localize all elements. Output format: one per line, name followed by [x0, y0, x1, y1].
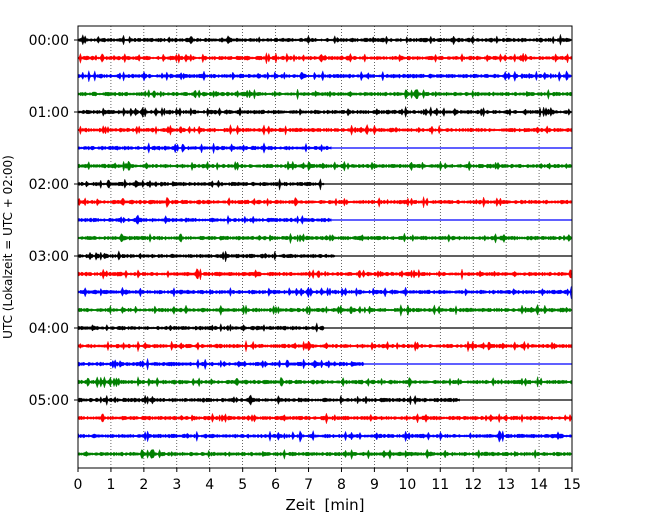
y-tick-label: 02:00 [29, 177, 69, 193]
x-tick-label: 8 [337, 477, 346, 493]
y-axis-ticks: 00:00 01:00 02:00 03:00 04:00 05:00 [29, 33, 78, 409]
y-tick-label: 05:00 [29, 393, 69, 409]
x-tick-label: 7 [304, 477, 313, 493]
x-tick-label: 10 [398, 477, 416, 493]
x-tick-label: 14 [530, 477, 548, 493]
x-axis-label: Zeit [min] [285, 496, 364, 514]
x-tick-label: 5 [238, 477, 247, 493]
x-tick-label: 11 [431, 477, 449, 493]
x-tick-label: 3 [172, 477, 181, 493]
x-tick-label: 6 [271, 477, 280, 493]
x-tick-label: 2 [139, 477, 148, 493]
y-tick-label: 01:00 [29, 105, 69, 121]
y-tick-label: 04:00 [29, 321, 69, 337]
y-tick-label: 00:00 [29, 33, 69, 49]
x-axis-ticks: 0 1 2 3 4 5 6 7 8 9 10 11 12 13 14 15 [74, 468, 581, 493]
y-tick-label: 03:00 [29, 249, 69, 265]
y-axis-label: UTC (Lokalzeit = UTC + 02:00) [1, 155, 15, 339]
x-tick-label: 1 [106, 477, 115, 493]
x-tick-label: 0 [74, 477, 83, 493]
x-tick-label: 4 [205, 477, 214, 493]
x-tick-label: 9 [370, 477, 379, 493]
x-tick-label: 15 [563, 477, 581, 493]
x-tick-label: 13 [497, 477, 515, 493]
x-tick-label: 12 [464, 477, 482, 493]
